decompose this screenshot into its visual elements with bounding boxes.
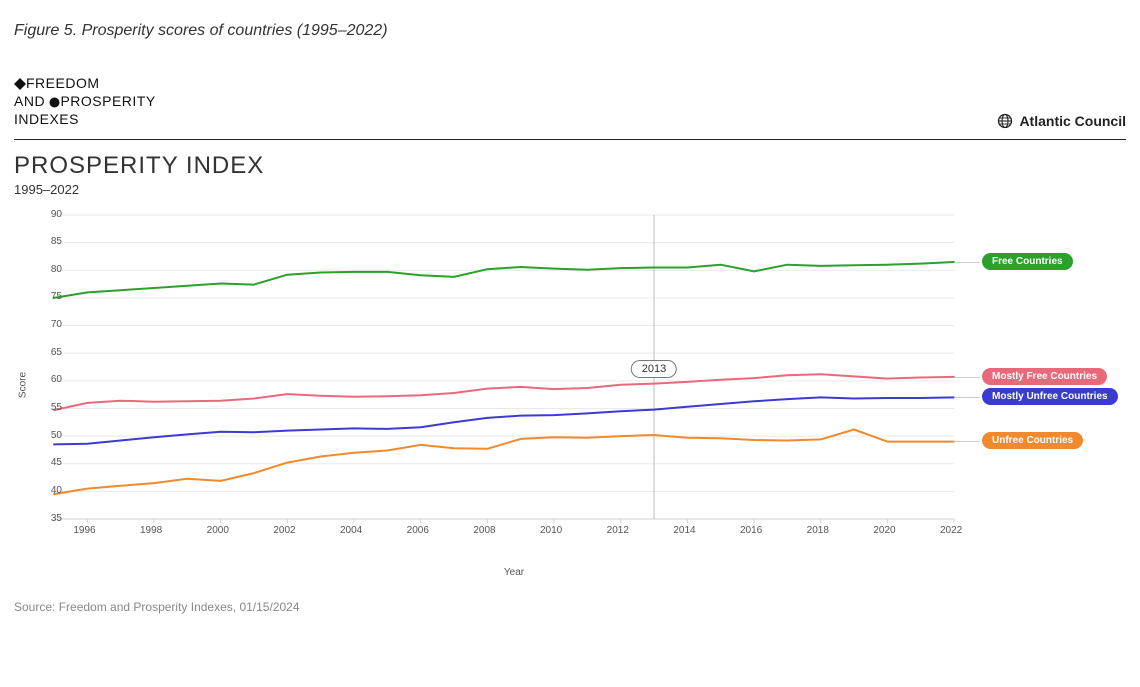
globe-icon <box>997 113 1013 129</box>
y-axis-label: Score <box>18 372 29 398</box>
x-tick-label: 2002 <box>273 525 295 536</box>
series-connector <box>954 397 980 398</box>
x-tick-label: 2016 <box>740 525 762 536</box>
series-label-pill: Unfree Countries <box>982 432 1083 449</box>
x-tick-label: 2000 <box>207 525 229 536</box>
y-tick-label: 85 <box>32 236 62 247</box>
x-tick-label: 2010 <box>540 525 562 536</box>
y-tick-label: 40 <box>32 485 62 496</box>
x-tick-label: 2020 <box>873 525 895 536</box>
series-label-pill: Mostly Unfree Countries <box>982 388 1118 405</box>
x-tick-label: 2004 <box>340 525 362 536</box>
y-tick-label: 80 <box>32 264 62 275</box>
brand-text: PROSPERITY <box>60 93 155 109</box>
series-label-pill: Mostly Free Countries <box>982 368 1107 385</box>
x-tick-label: 2012 <box>607 525 629 536</box>
x-tick-label: 2014 <box>673 525 695 536</box>
figure-caption: Figure 5. Prosperity scores of countries… <box>14 22 1126 40</box>
diamond-icon <box>14 78 26 90</box>
x-tick-label: 2022 <box>940 525 962 536</box>
divider <box>14 139 1126 140</box>
y-tick-label: 65 <box>32 347 62 358</box>
series-connector <box>954 262 980 263</box>
chart-subtitle: 1995–2022 <box>14 182 1126 197</box>
org-block: Atlantic Council <box>997 113 1126 129</box>
brand-line-3: INDEXES <box>14 110 156 128</box>
y-tick-label: 90 <box>32 209 62 220</box>
chart-svg <box>14 205 1124 545</box>
x-tick-label: 1998 <box>140 525 162 536</box>
y-tick-label: 55 <box>32 402 62 413</box>
brand-block: FREEDOM AND PROSPERITY INDEXES <box>14 74 156 129</box>
x-tick-label: 1996 <box>73 525 95 536</box>
y-tick-label: 60 <box>32 374 62 385</box>
page: Figure 5. Prosperity scores of countries… <box>0 0 1140 687</box>
brand-line-2: AND PROSPERITY <box>14 92 156 110</box>
series-label-pill: Free Countries <box>982 253 1073 270</box>
plot-area: Score 35 40 45 50 55 60 65 70 75 80 85 90 1996 1998 20… <box>14 205 1124 565</box>
brand-line-1: FREEDOM <box>14 74 156 92</box>
x-axis-label: Year <box>54 567 974 578</box>
brand-text: AND <box>14 93 49 109</box>
y-tick-label: 35 <box>32 513 62 524</box>
series-connector <box>954 377 980 378</box>
brand-text: FREEDOM <box>26 75 100 91</box>
x-tick-label: 2008 <box>473 525 495 536</box>
y-tick-label: 45 <box>32 457 62 468</box>
y-tick-label: 50 <box>32 430 62 441</box>
x-tick-label: 2006 <box>407 525 429 536</box>
circle-icon <box>49 97 60 108</box>
y-tick-label: 75 <box>32 291 62 302</box>
hover-year-pill: 2013 <box>631 360 677 378</box>
source-line: Source: Freedom and Prosperity Indexes, … <box>14 600 1126 614</box>
series-connector <box>954 441 980 442</box>
org-name: Atlantic Council <box>1019 113 1126 129</box>
x-tick-label: 2018 <box>807 525 829 536</box>
y-tick-label: 70 <box>32 319 62 330</box>
header-row: FREEDOM AND PROSPERITY INDEXES Atlantic … <box>14 74 1126 129</box>
chart-title: PROSPERITY INDEX <box>14 152 1126 180</box>
